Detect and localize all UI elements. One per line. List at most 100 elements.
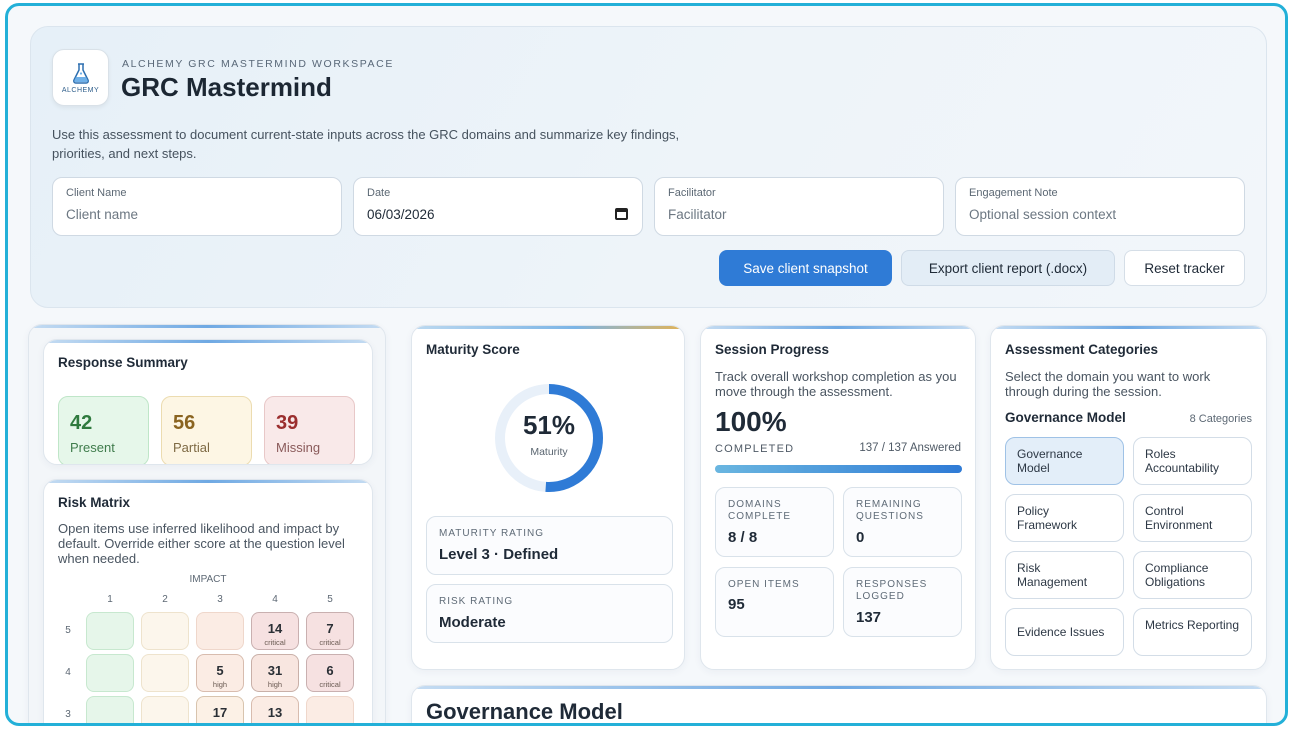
completed-label: COMPLETED xyxy=(715,443,795,455)
facilitator-field[interactable]: Facilitator Facilitator xyxy=(654,177,944,236)
risk-cell[interactable] xyxy=(86,654,134,692)
risk-cell[interactable]: 7 critical xyxy=(306,612,354,650)
category-roles-accountability[interactable]: Roles Accountability xyxy=(1133,437,1252,485)
date-input[interactable]: 06/03/2026 xyxy=(367,207,435,222)
domains-complete-label: DOMAINS COMPLETE xyxy=(728,499,792,522)
ring-progress xyxy=(495,384,603,492)
likelihood-row-3: 3 xyxy=(65,709,71,720)
progress-track xyxy=(715,465,962,473)
risk-matrix-description: Open items use inferred likelihood and i… xyxy=(58,521,345,566)
risk-cell[interactable] xyxy=(196,612,244,650)
remaining-questions-label: REMAINING QUESTIONS xyxy=(856,499,924,522)
progress-fill xyxy=(715,465,962,473)
assessment-categories-title: Assessment Categories xyxy=(1005,342,1159,357)
present-stat[interactable]: 42 Present xyxy=(58,396,149,464)
maturity-rating-card: MATURITY RATING Level 3 · Defined xyxy=(426,516,673,575)
governance-model-section: Governance Model xyxy=(411,685,1267,724)
remaining-questions-card: REMAINING QUESTIONS 0 xyxy=(843,487,962,557)
risk-cell[interactable]: 13 xyxy=(251,696,299,723)
risk-cell[interactable]: 31 high xyxy=(251,654,299,692)
missing-stat[interactable]: 39 Missing xyxy=(264,396,355,464)
present-label: Present xyxy=(70,440,115,455)
responses-logged-card: RESPONSES LOGGED 137 xyxy=(843,567,962,637)
maturity-rating-label: MATURITY RATING xyxy=(439,528,544,539)
category-evidence-issues[interactable]: Evidence Issues xyxy=(1005,608,1124,656)
impact-col-3: 3 xyxy=(217,594,223,605)
likelihood-row-4: 4 xyxy=(65,667,71,678)
date-field[interactable]: Date 06/03/2026 xyxy=(353,177,643,236)
impact-col-2: 2 xyxy=(162,594,168,605)
present-count: 42 xyxy=(70,412,93,434)
maturity-rating-value: Level 3 · Defined xyxy=(439,546,559,563)
risk-cell[interactable] xyxy=(141,696,189,723)
responses-logged-label: RESPONSES LOGGED xyxy=(856,579,928,602)
partial-count: 56 xyxy=(173,412,196,434)
risk-cell[interactable]: 17 xyxy=(196,696,244,723)
missing-label: Missing xyxy=(276,440,321,455)
current-category: Governance Model xyxy=(1005,410,1126,425)
impact-axis-label: IMPACT xyxy=(189,574,227,585)
client-name-field[interactable]: Client Name Client name xyxy=(52,177,342,236)
responses-logged-value: 137 xyxy=(856,609,882,626)
app-frame: ALCHEMY ALCHEMY GRC MASTERMIND WORKSPACE… xyxy=(5,3,1288,726)
risk-matrix-title: Risk Matrix xyxy=(58,495,131,510)
engagement-note-input[interactable]: Optional session context xyxy=(969,207,1117,222)
category-control-environment[interactable]: Control Environment xyxy=(1133,494,1252,542)
risk-cell[interactable] xyxy=(306,696,354,723)
section-title: Governance Model xyxy=(426,699,623,724)
categories-description: Select the domain you want to work throu… xyxy=(1005,369,1211,399)
session-progress-card: Session Progress Track overall workshop … xyxy=(700,325,976,670)
category-policy-framework[interactable]: Policy Framework xyxy=(1005,494,1124,542)
response-summary-title: Response Summary xyxy=(58,355,188,370)
maturity-percent: 51% xyxy=(522,410,576,440)
facilitator-label: Facilitator xyxy=(668,187,716,199)
save-snapshot-button[interactable]: Save client snapshot xyxy=(719,250,892,286)
partial-stat[interactable]: 56 Partial xyxy=(161,396,252,464)
risk-cell-count: 6 xyxy=(326,663,334,678)
engagement-note-field[interactable]: Engagement Note Optional session context xyxy=(955,177,1245,236)
export-report-button[interactable]: Export client report (.docx) xyxy=(901,250,1115,286)
risk-cell[interactable] xyxy=(86,612,134,650)
remaining-questions-value: 0 xyxy=(856,529,865,546)
risk-matrix-card: Risk Matrix Open items use inferred like… xyxy=(43,479,373,723)
risk-cell[interactable]: 14 critical xyxy=(251,612,299,650)
workspace-header: ALCHEMY ALCHEMY GRC MASTERMIND WORKSPACE… xyxy=(30,26,1267,308)
missing-count: 39 xyxy=(276,412,299,434)
open-items-value: 95 xyxy=(728,596,745,613)
risk-cell-count: 31 xyxy=(267,663,283,678)
facilitator-input[interactable]: Facilitator xyxy=(668,207,727,222)
maturity-score-title: Maturity Score xyxy=(426,342,520,357)
risk-cell[interactable]: 6 critical xyxy=(306,654,354,692)
open-items-card: OPEN ITEMS 95 xyxy=(715,567,834,637)
risk-cell-count: 14 xyxy=(267,621,283,636)
domains-complete-card: DOMAINS COMPLETE 8 / 8 xyxy=(715,487,834,557)
risk-cell-count: 5 xyxy=(216,663,224,678)
risk-cell[interactable] xyxy=(141,612,189,650)
reset-tracker-button[interactable]: Reset tracker xyxy=(1124,250,1245,286)
risk-cell-count: 13 xyxy=(267,705,283,720)
session-percent: 100% xyxy=(715,406,787,437)
calendar-icon[interactable] xyxy=(615,208,628,220)
risk-cell[interactable] xyxy=(141,654,189,692)
risk-rating-label: RISK RATING xyxy=(439,596,514,607)
risk-rating-card: RISK RATING Moderate xyxy=(426,584,673,643)
alchemy-logo: ALCHEMY xyxy=(52,49,109,106)
category-risk-management[interactable]: Risk Management xyxy=(1005,551,1124,599)
client-name-input[interactable]: Client name xyxy=(66,207,139,222)
risk-cell[interactable] xyxy=(86,696,134,723)
category-count: 8 Categories xyxy=(1189,413,1252,425)
likelihood-row-5: 5 xyxy=(65,625,71,636)
session-description: Track overall workshop completion as you… xyxy=(715,369,957,399)
risk-cell-level: high xyxy=(267,680,283,689)
category-governance-model[interactable]: Governance Model xyxy=(1005,437,1124,485)
open-items-label: OPEN ITEMS xyxy=(728,579,800,590)
client-name-label: Client Name xyxy=(66,187,127,199)
impact-col-5: 5 xyxy=(327,594,333,605)
category-metrics-reporting[interactable]: Metrics Reporting xyxy=(1133,608,1252,656)
risk-cell[interactable]: 5 high xyxy=(196,654,244,692)
flask-icon xyxy=(72,63,89,84)
risk-cell-level: critical xyxy=(264,638,286,647)
page-title: GRC Mastermind xyxy=(121,72,332,102)
workspace-eyebrow: ALCHEMY GRC MASTERMIND WORKSPACE xyxy=(122,58,394,70)
category-compliance-obligations[interactable]: Compliance Obligations xyxy=(1133,551,1252,599)
